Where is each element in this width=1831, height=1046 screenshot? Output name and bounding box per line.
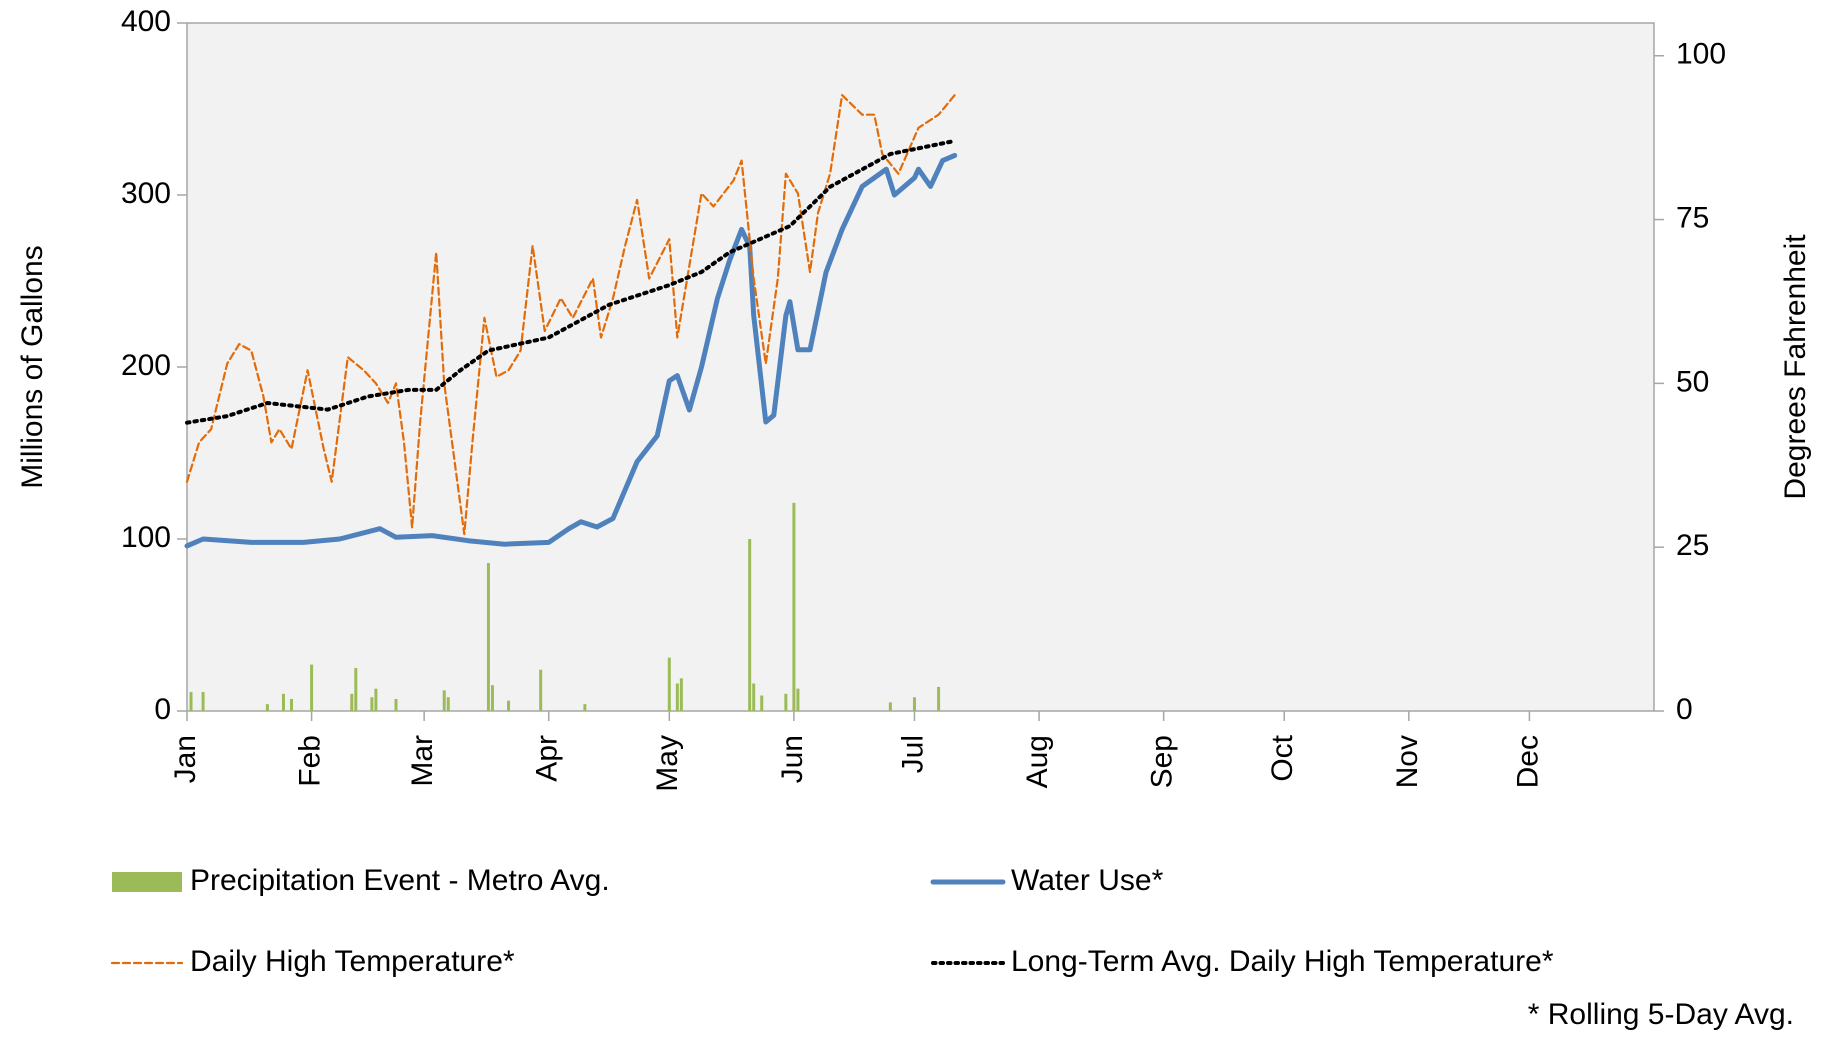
legend-label: Precipitation Event - Metro Avg. (190, 864, 610, 897)
precipitation-bar (289, 698, 293, 711)
x-tick-label: May (651, 735, 684, 792)
precipitation-bar (394, 698, 398, 711)
series-line (184, 152, 958, 549)
x-tick-label: Jul (896, 735, 929, 773)
y-tick-label: 400 (121, 5, 171, 38)
precipitation-bar (583, 704, 587, 711)
y2-tick-label: 50 (1676, 365, 1709, 398)
y2-tick-label: 100 (1676, 38, 1726, 71)
precipitation-bar (539, 669, 543, 711)
precipitation-bar (796, 688, 800, 711)
precipitation-bar (792, 502, 796, 711)
legend-label: Daily High Temperature* (190, 945, 515, 978)
precipitation-bar (201, 692, 205, 711)
y-tick-label: 300 (121, 177, 171, 210)
precipitation-bar (937, 686, 941, 711)
y2-axis-title: Degrees Fahrenheit (1779, 234, 1812, 500)
x-tick-label: Jun (776, 735, 809, 783)
y2-tick-label: 0 (1676, 693, 1693, 726)
precipitation-bar (679, 678, 683, 711)
precipitation-bar (507, 700, 511, 711)
series-line (185, 138, 957, 425)
precipitation-bar (675, 683, 679, 711)
y-axis-title: Millions of Gallons (16, 245, 49, 488)
y2-tick-label: 75 (1676, 201, 1709, 234)
precipitation-bar (281, 693, 285, 711)
precipitation-bar (350, 693, 354, 711)
precipitation-bar (490, 685, 494, 711)
precipitation-bar (760, 695, 764, 711)
x-tick-label: Jan (169, 735, 202, 783)
x-tick-label: Dec (1511, 735, 1544, 788)
precipitation-bar (374, 688, 378, 711)
y-tick-label: 100 (121, 521, 171, 554)
x-tick-label: Oct (1266, 734, 1299, 781)
x-tick-label: Mar (406, 735, 439, 787)
precipitation-bar (354, 668, 358, 711)
legend-swatch (112, 872, 182, 892)
x-tick-label: Aug (1021, 735, 1054, 788)
x-tick-label: Apr (531, 735, 564, 782)
precipitation-bar (446, 697, 450, 711)
precipitation-bar (748, 539, 752, 711)
y-tick-label: 200 (121, 349, 171, 382)
precipitation-bar (667, 657, 671, 711)
precipitation-bar (310, 664, 314, 711)
series-line (185, 94, 956, 536)
x-tick-label: Nov (1391, 735, 1424, 788)
precipitation-bar (442, 690, 446, 711)
precipitation-bar (370, 697, 374, 711)
legend-label: Long-Term Avg. Daily High Temperature* (1011, 945, 1554, 978)
footnote: * Rolling 5-Day Avg. (1528, 998, 1794, 1031)
legend-label: Water Use* (1011, 864, 1164, 897)
x-tick-label: Sep (1146, 735, 1179, 788)
y2-tick-label: 25 (1676, 529, 1709, 562)
precipitation-bar (265, 704, 269, 711)
x-tick-label: Feb (294, 735, 327, 787)
plot-area (186, 22, 1655, 712)
precipitation-bar (486, 563, 490, 711)
precipitation-bar (752, 683, 756, 711)
precipitation-bar (912, 697, 916, 711)
y-tick-label: 0 (154, 693, 171, 726)
precipitation-bar (784, 693, 788, 711)
precipitation-bar (189, 692, 193, 711)
precipitation-bar (888, 702, 892, 711)
